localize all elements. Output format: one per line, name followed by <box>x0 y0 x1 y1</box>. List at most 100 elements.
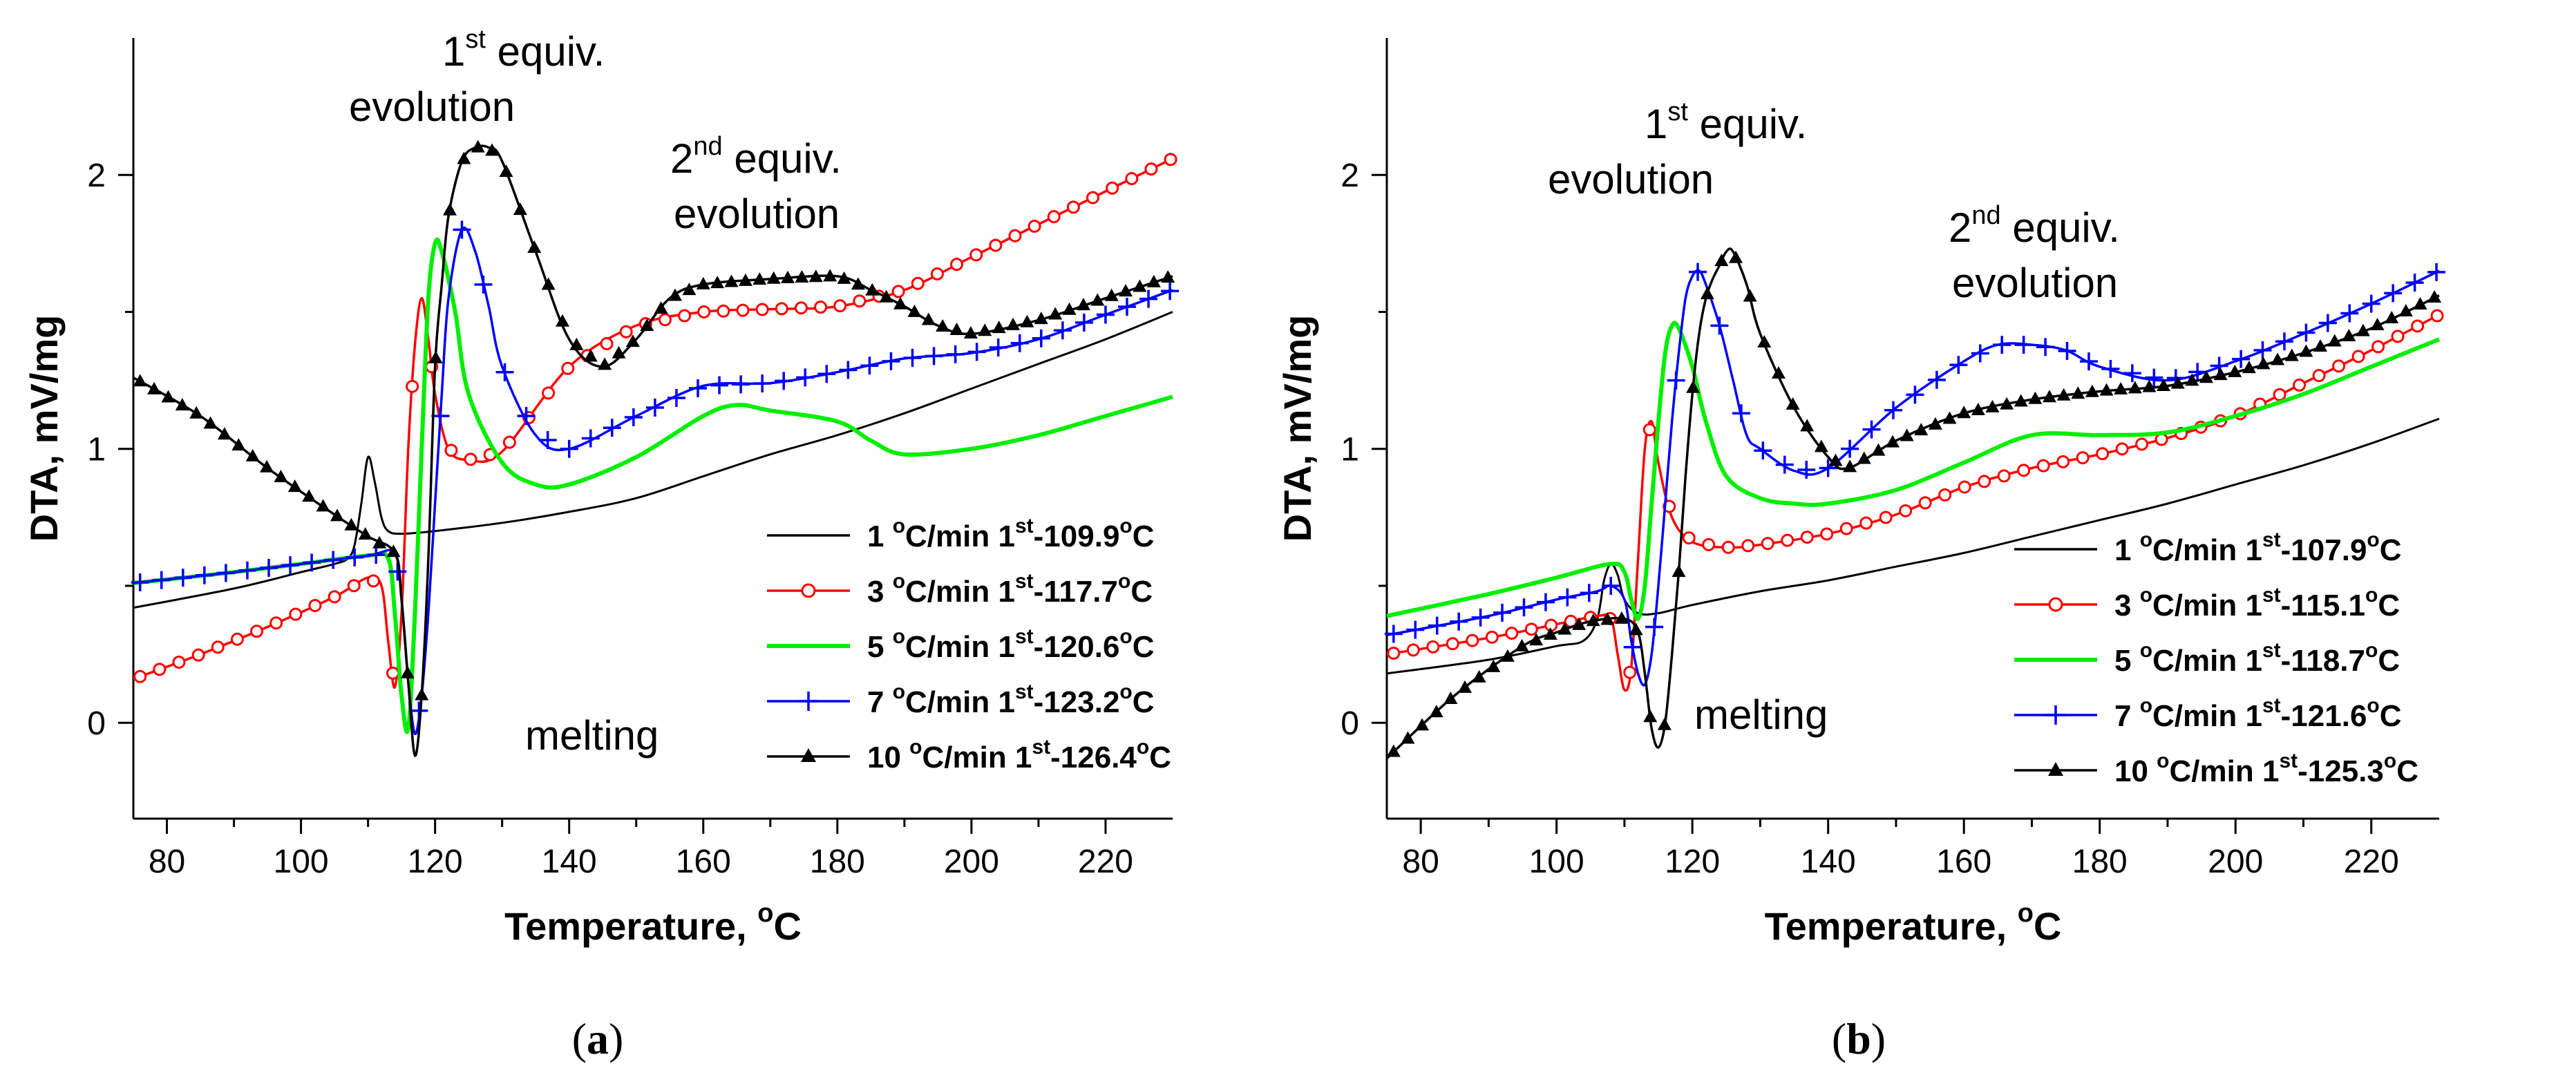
data-point <box>2284 348 2299 361</box>
data-point <box>2297 323 2315 342</box>
data-point <box>442 202 457 216</box>
data-point <box>499 164 513 178</box>
data-point <box>1515 638 1529 651</box>
data-point <box>541 277 556 290</box>
data-point <box>667 388 685 407</box>
data-point <box>814 301 828 314</box>
data-point <box>344 517 359 531</box>
data-point <box>1076 298 1090 311</box>
data-point <box>625 334 640 347</box>
data-point <box>2242 361 2256 374</box>
data-point <box>1146 274 1161 287</box>
data-point <box>2332 359 2346 373</box>
data-point <box>1558 588 1577 607</box>
data-point <box>1104 288 1119 301</box>
series-1 <box>1386 417 2440 675</box>
data-point <box>1161 282 1180 301</box>
data-point <box>287 479 302 493</box>
data-point <box>1971 403 1985 416</box>
data-point <box>796 368 815 387</box>
data-point <box>1643 709 1658 723</box>
data-point <box>1493 603 1512 622</box>
data-point <box>865 283 880 296</box>
data-point <box>2342 329 2356 342</box>
legend-marker <box>2046 705 2065 725</box>
data-point <box>1862 420 1881 439</box>
x-tick-label: 100 <box>1529 844 1584 880</box>
data-point <box>1886 435 1900 448</box>
data-point <box>502 435 516 449</box>
data-point <box>2427 263 2446 281</box>
data-point <box>696 276 710 289</box>
data-point <box>2313 339 2328 352</box>
data-point <box>2076 451 2090 465</box>
data-point <box>1008 229 1022 242</box>
data-point <box>2318 314 2337 332</box>
data-point <box>1771 366 1786 379</box>
data-point <box>345 548 364 566</box>
data-point <box>2275 332 2293 351</box>
data-point <box>260 459 274 473</box>
data-point <box>1689 263 1707 281</box>
legend-label: 10 oC/min 1st-125.3oC <box>2114 750 2418 788</box>
data-point <box>1775 455 1794 474</box>
data-point <box>1557 622 1572 635</box>
data-point <box>1086 191 1100 204</box>
data-point <box>1415 718 1430 731</box>
data-point <box>191 648 205 662</box>
data-point <box>1139 289 1158 308</box>
data-point <box>1978 475 1991 488</box>
x-tick-label: 80 <box>1402 844 1439 880</box>
panel-caption: (a) <box>572 1014 624 1063</box>
data-point <box>133 374 147 387</box>
data-point <box>2253 341 2272 359</box>
series-4 <box>131 220 1180 735</box>
data-point <box>1843 459 1857 473</box>
data-point <box>2142 379 2157 392</box>
data-point <box>2398 304 2413 317</box>
x-axis-title: Temperature, oC <box>1765 899 2062 948</box>
data-point <box>891 285 905 298</box>
x-tick-label: 100 <box>274 844 329 880</box>
data-point <box>1663 499 1676 513</box>
y-tick-label: 2 <box>1341 158 1359 194</box>
data-point <box>216 564 235 582</box>
panel-caption: (b) <box>1832 1014 1886 1063</box>
data-point <box>444 444 458 457</box>
data-point <box>175 398 189 411</box>
data-point <box>1032 329 1050 347</box>
data-point <box>583 349 598 362</box>
data-point <box>1133 279 1147 292</box>
series-2 <box>1386 309 2444 692</box>
data-point <box>2351 350 2365 363</box>
x-tick-label: 180 <box>810 844 865 880</box>
data-point <box>1106 181 1119 195</box>
data-point <box>1401 731 1415 744</box>
data-point <box>1761 537 1774 551</box>
data-point <box>1443 692 1458 705</box>
data-point <box>1006 317 1021 330</box>
data-point <box>612 345 626 359</box>
data-point <box>2356 323 2370 336</box>
data-point <box>668 288 683 301</box>
data-point <box>1486 659 1501 672</box>
data-point <box>2028 391 2043 404</box>
data-point <box>1993 336 2011 354</box>
data-point <box>1828 453 1843 466</box>
data-point <box>464 452 477 466</box>
series-line <box>1385 247 2440 760</box>
data-point <box>517 407 536 426</box>
data-point <box>2430 309 2444 323</box>
data-point <box>367 546 386 564</box>
data-point <box>795 270 809 283</box>
data-point <box>930 267 944 280</box>
data-point <box>2232 350 2251 368</box>
data-point <box>949 322 964 335</box>
data-point <box>2085 384 2099 397</box>
data-point <box>513 202 527 216</box>
data-point <box>1010 334 1029 352</box>
data-point <box>495 363 514 381</box>
data-point <box>152 571 171 589</box>
data-point <box>2056 455 2070 468</box>
data-point <box>1721 540 1735 554</box>
